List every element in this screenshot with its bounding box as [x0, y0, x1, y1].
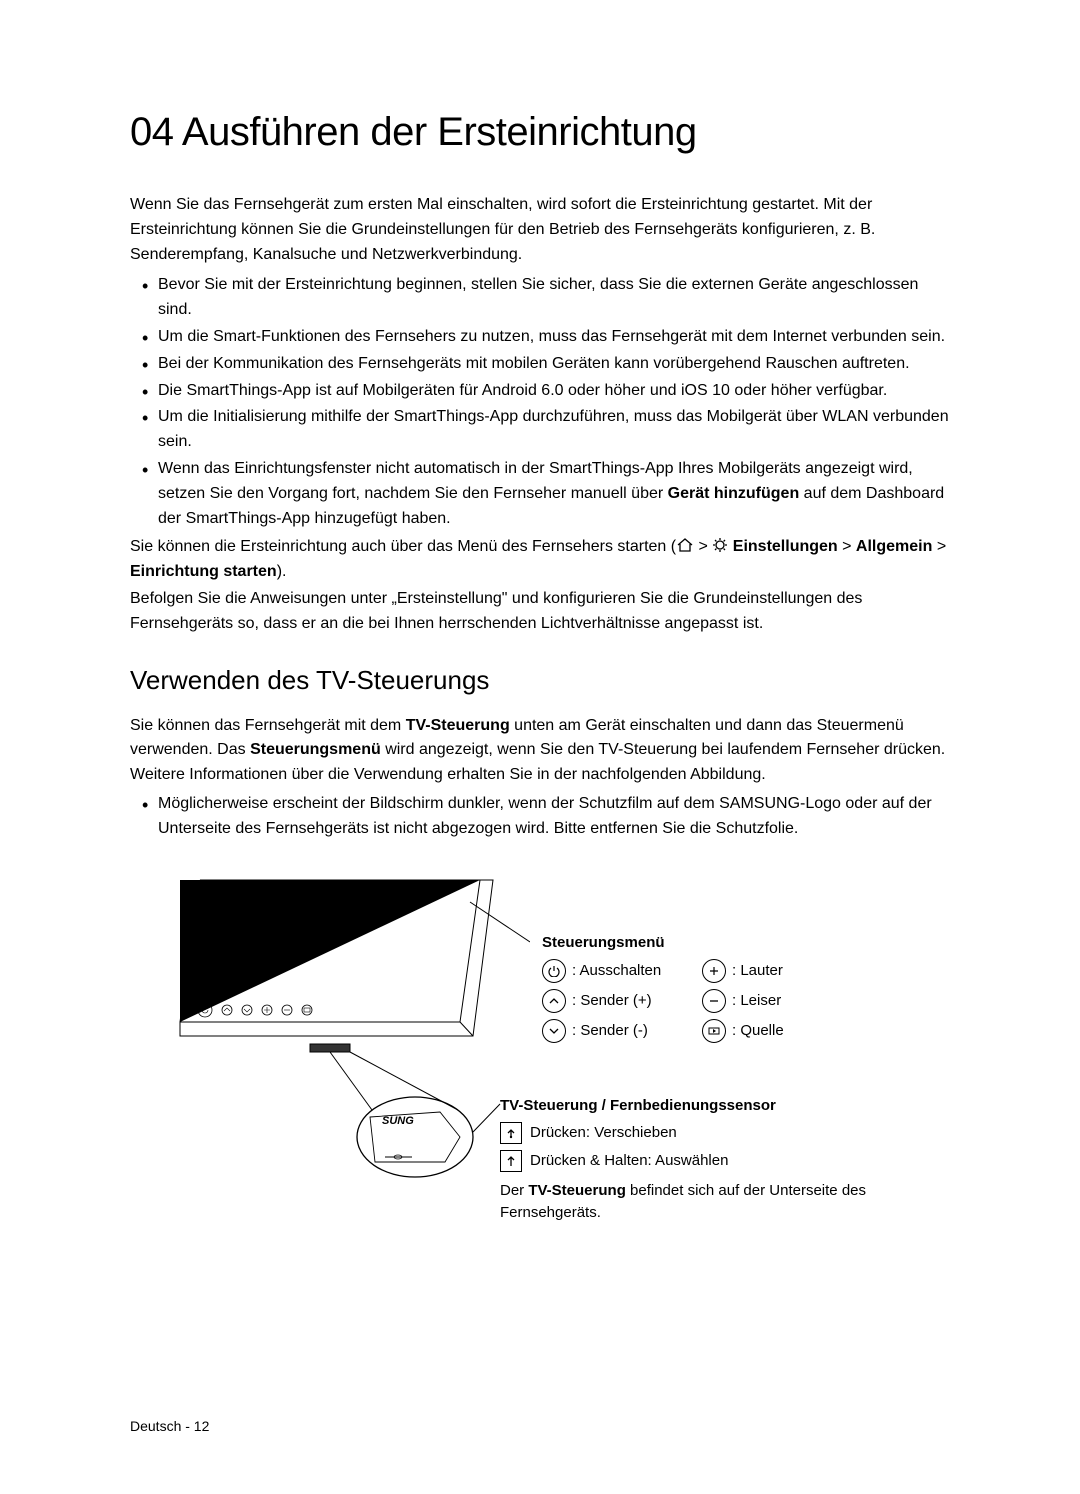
- settings-icon: [712, 537, 728, 553]
- label: : Leiser: [732, 992, 781, 1009]
- minus-icon: [702, 989, 726, 1013]
- bold-text: Steuerungsmenü: [250, 741, 381, 758]
- bold-text: TV-Steuerung: [528, 1182, 626, 1199]
- power-icon: [542, 959, 566, 983]
- section-heading: Verwenden des TV-Steuerungs: [130, 665, 950, 696]
- source-icon: [702, 1019, 726, 1043]
- list-item: Um die Initialisierung mithilfe der Smar…: [158, 405, 950, 455]
- brand-text: SUNG: [382, 1115, 414, 1127]
- controller-note: Der TV-Steuerung befindet sich auf der U…: [500, 1180, 920, 1225]
- bold-text: Einrichtung starten: [130, 563, 277, 580]
- chevron-down-icon: [542, 1019, 566, 1043]
- list-item: Wenn das Einrichtungsfenster nicht autom…: [158, 457, 950, 531]
- chevron-up-icon: [542, 989, 566, 1013]
- label: : Quelle: [732, 1022, 784, 1039]
- bullet-list-2: Möglicherweise erscheint der Bildschirm …: [130, 792, 950, 842]
- page-footer: Deutsch - 12: [130, 1418, 209, 1434]
- bold-text: Einstellungen: [733, 538, 838, 555]
- plus-icon: [702, 959, 726, 983]
- label: : Ausschalten: [572, 962, 661, 979]
- controller-legend: TV-Steuerung / Fernbedienungssensor Drüc…: [500, 1097, 920, 1225]
- diagram: SUNG Steuerungsmenü : Ausschalten : Laut…: [130, 862, 950, 1242]
- bold-text: TV-Steuerung: [406, 717, 510, 734]
- control-menu-legend: Steuerungsmenü : Ausschalten : Lauter : …: [542, 934, 784, 1049]
- label: : Lauter: [732, 962, 783, 979]
- menu-path-paragraph: Sie können die Ersteinrichtung auch über…: [130, 535, 950, 585]
- tv-illustration: SUNG: [160, 862, 530, 1232]
- text: Der: [500, 1182, 528, 1199]
- list-item: Möglicherweise erscheint der Bildschirm …: [158, 792, 950, 842]
- tv-control-paragraph: Sie können das Fernsehgerät mit dem TV-S…: [130, 714, 950, 788]
- bullet-list-1: Bevor Sie mit der Ersteinrichtung beginn…: [130, 273, 950, 531]
- intro-paragraph: Wenn Sie das Fernsehgerät zum ersten Mal…: [130, 193, 950, 267]
- home-icon: [676, 537, 694, 553]
- label: : Sender (+): [572, 992, 652, 1009]
- list-item: Die SmartThings-App ist auf Mobilgeräten…: [158, 379, 950, 404]
- text: Sie können die Ersteinrichtung auch über…: [130, 538, 676, 555]
- bold-text: Gerät hinzufügen: [668, 485, 800, 502]
- menu-title: Steuerungsmenü: [542, 934, 784, 951]
- label: Drücken & Halten: Auswählen: [530, 1152, 728, 1169]
- label: : Sender (-): [572, 1022, 648, 1039]
- press-hold-icon: [500, 1150, 522, 1172]
- press-move-icon: [500, 1122, 522, 1144]
- label: Drücken: Verschieben: [530, 1124, 677, 1141]
- page-title: 04 Ausführen der Ersteinrichtung: [130, 110, 950, 155]
- bold-text: Allgemein: [856, 538, 932, 555]
- follow-paragraph: Befolgen Sie die Anweisungen unter „Erst…: [130, 587, 950, 637]
- controller-title: TV-Steuerung / Fernbedienungssensor: [500, 1097, 920, 1114]
- text: Sie können das Fernsehgerät mit dem: [130, 717, 406, 734]
- list-item: Bei der Kommunikation des Fernsehgeräts …: [158, 352, 950, 377]
- list-item: Um die Smart-Funktionen des Fernsehers z…: [158, 325, 950, 350]
- list-item: Bevor Sie mit der Ersteinrichtung beginn…: [158, 273, 950, 323]
